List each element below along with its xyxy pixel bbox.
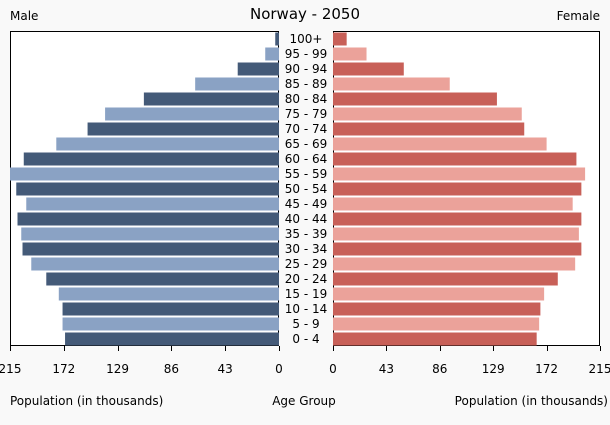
male-x-tick-label: 215: [0, 362, 21, 376]
male-bar-100plus: [275, 32, 279, 46]
age-group-label: 25 - 29: [285, 257, 328, 271]
female-bar-65-69: [333, 137, 547, 151]
age-group-label: 45 - 49: [285, 197, 328, 211]
age-group-label: 95 - 99: [285, 47, 328, 61]
female-bar-0-4: [333, 332, 537, 346]
age-group-label: 5 - 9: [292, 317, 319, 331]
female-bar-60-64: [333, 152, 577, 166]
female-bar-75-79: [333, 107, 522, 121]
age-group-label: 30 - 34: [285, 242, 328, 256]
male-bar-20-24: [46, 272, 279, 286]
female-x-tick-label: 43: [379, 362, 394, 376]
male-bar-90-94: [237, 62, 279, 76]
age-group-label: 90 - 94: [285, 62, 328, 76]
female-x-axis-title: Population (in thousands): [454, 394, 608, 408]
female-panel: [333, 31, 600, 346]
male-bar-40-44: [17, 212, 279, 226]
female-bar-95-99: [333, 47, 367, 61]
female-bar-85-89: [333, 77, 450, 91]
male-bar-85-89: [195, 77, 279, 91]
male-panel: [10, 31, 280, 346]
age-group-label: 80 - 84: [285, 92, 328, 106]
female-bar-70-74: [333, 122, 525, 136]
age-group-label: 20 - 24: [285, 272, 328, 286]
female-bar-100plus: [333, 32, 347, 46]
female-bar-10-14: [333, 302, 541, 316]
age-group-label: 10 - 14: [285, 302, 328, 316]
age-group-label: 15 - 19: [285, 287, 328, 301]
age-group-label: 65 - 69: [285, 137, 328, 151]
female-x-tick-label: 129: [482, 362, 505, 376]
male-x-tick-label: 129: [106, 362, 129, 376]
male-side-label: Male: [10, 9, 39, 23]
male-bar-5-9: [62, 317, 280, 331]
female-x-tick-label: 172: [535, 362, 558, 376]
female-bar-50-54: [333, 182, 582, 196]
male-bar-70-74: [87, 122, 280, 136]
male-bar-45-49: [26, 197, 279, 211]
female-bar-80-84: [333, 92, 497, 106]
female-bar-25-29: [333, 257, 576, 271]
female-bar-45-49: [333, 197, 573, 211]
female-x-tick-label: 86: [432, 362, 447, 376]
age-group-label: 85 - 89: [285, 77, 328, 91]
female-bar-20-24: [333, 272, 558, 286]
female-side-label: Female: [556, 9, 600, 23]
female-bar-40-44: [333, 212, 582, 226]
male-bar-50-54: [16, 182, 280, 196]
male-bar-95-99: [265, 47, 279, 61]
female-bar-15-19: [333, 287, 545, 301]
male-bar-35-39: [21, 227, 279, 241]
female-bar-30-34: [333, 242, 582, 256]
male-x-tick-label: 172: [52, 362, 75, 376]
male-bar-55-59: [10, 167, 279, 181]
male-bar-15-19: [58, 287, 279, 301]
male-x-axis-title: Population (in thousands): [10, 394, 164, 408]
female-bar-5-9: [333, 317, 540, 331]
male-bar-0-4: [65, 332, 279, 346]
male-bar-10-14: [62, 302, 280, 316]
female-x-tick-label: 0: [329, 362, 337, 376]
male-bar-75-79: [105, 107, 279, 121]
age-group-label: 55 - 59: [285, 167, 328, 181]
male-x-tick-label: 0: [275, 362, 283, 376]
age-group-label: 35 - 39: [285, 227, 328, 241]
age-group-label: 100+: [290, 32, 323, 46]
age-group-label: 0 - 4: [292, 332, 319, 346]
age-group-label: 50 - 54: [285, 182, 328, 196]
female-bar-35-39: [333, 227, 579, 241]
age-group-label: 60 - 64: [285, 152, 328, 166]
age-group-label: 70 - 74: [285, 122, 328, 136]
male-bar-65-69: [56, 137, 279, 151]
male-bar-25-29: [31, 257, 279, 271]
chart-title: Norway - 2050: [249, 5, 361, 23]
male-x-tick-label: 43: [218, 362, 233, 376]
male-bar-80-84: [143, 92, 279, 106]
female-x-tick-label: 215: [589, 362, 610, 376]
female-bar-55-59: [333, 167, 586, 181]
age-group-axis-title: Age Group: [272, 394, 336, 408]
male-x-tick-label: 86: [164, 362, 179, 376]
male-bar-60-64: [23, 152, 280, 166]
female-x-axis: 0 43 86 129 172 215: [329, 346, 610, 376]
male-x-axis: 215 172 129 86 43 0: [0, 346, 283, 376]
female-bar-90-94: [333, 62, 404, 76]
age-group-label: 75 - 79: [285, 107, 328, 121]
age-group-label: 40 - 44: [285, 212, 328, 226]
male-bar-30-34: [22, 242, 279, 256]
